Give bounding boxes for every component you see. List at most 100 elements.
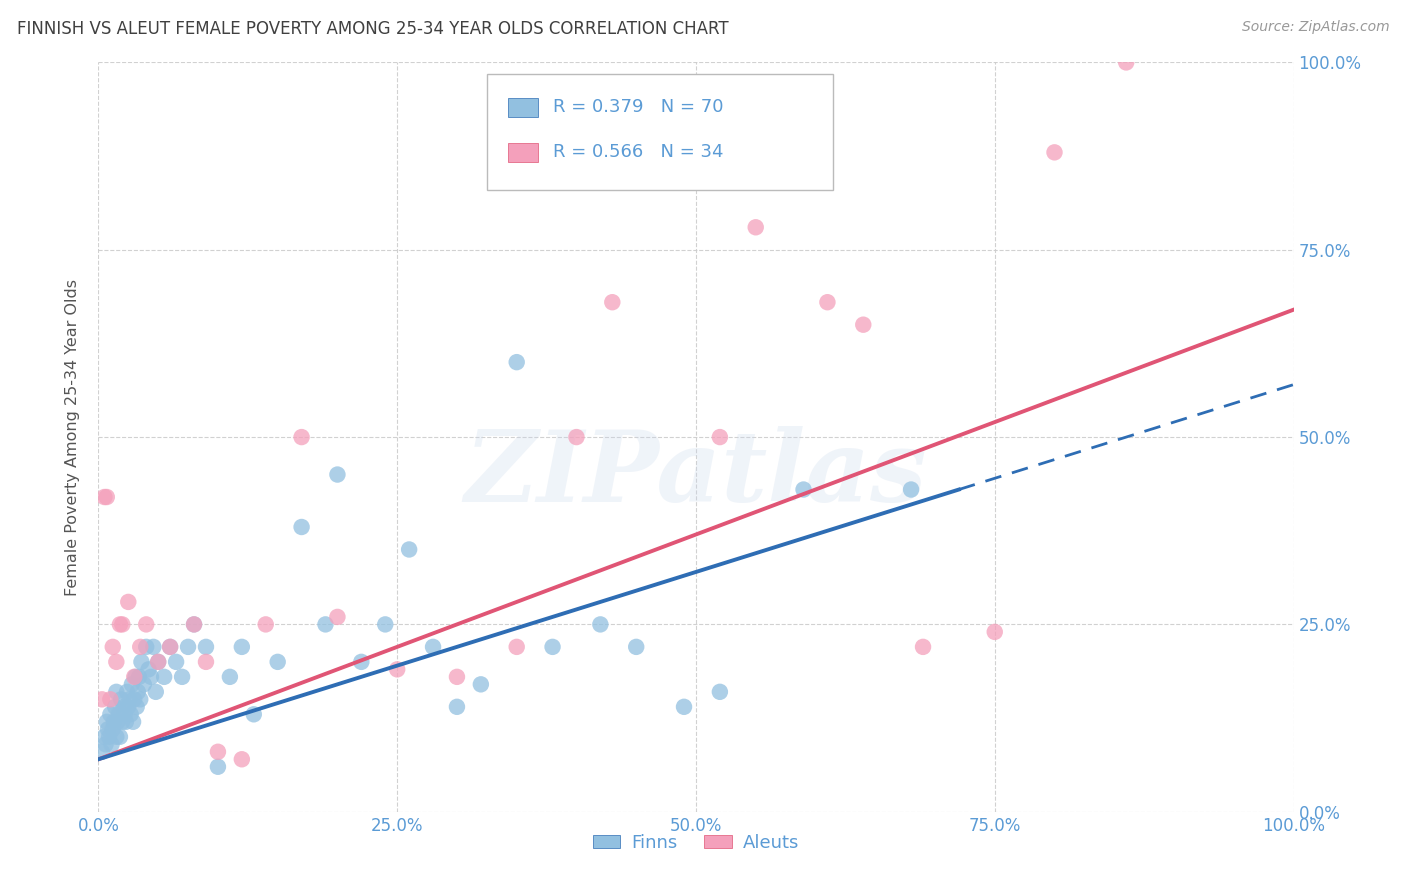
Point <box>195 640 218 654</box>
Point <box>183 617 205 632</box>
Point <box>159 640 181 654</box>
Point <box>231 640 253 654</box>
Point <box>132 677 155 691</box>
Point <box>115 714 138 729</box>
Point <box>120 707 142 722</box>
Point <box>91 692 114 706</box>
Point <box>315 617 337 632</box>
Point <box>104 699 127 714</box>
Point <box>195 655 218 669</box>
Text: R = 0.379   N = 70: R = 0.379 N = 70 <box>553 98 723 116</box>
Point <box>172 670 194 684</box>
Point <box>100 737 122 751</box>
Point <box>422 640 444 654</box>
Point <box>793 483 815 497</box>
Point <box>446 670 468 684</box>
Point <box>183 617 205 632</box>
Point <box>385 662 409 676</box>
Point <box>1043 145 1066 160</box>
Point <box>93 730 115 744</box>
Point <box>117 595 139 609</box>
Point <box>231 752 253 766</box>
Point <box>111 617 134 632</box>
Point <box>207 745 229 759</box>
Point <box>139 670 162 684</box>
Point <box>101 640 124 654</box>
Point <box>105 655 128 669</box>
Point <box>111 714 134 729</box>
Point <box>398 542 420 557</box>
Point <box>103 714 125 729</box>
Point <box>107 714 129 729</box>
Point <box>96 490 118 504</box>
Point <box>129 692 152 706</box>
Point <box>118 692 141 706</box>
Point <box>129 640 152 654</box>
Point <box>105 685 128 699</box>
Text: Source: ZipAtlas.com: Source: ZipAtlas.com <box>1241 20 1389 34</box>
Point <box>135 640 157 654</box>
Point <box>98 730 121 744</box>
Point <box>626 640 648 654</box>
Point <box>97 723 120 737</box>
Point <box>900 483 922 497</box>
Point <box>110 692 132 706</box>
Point <box>446 699 468 714</box>
Point <box>98 692 122 706</box>
Point <box>96 714 118 729</box>
Point <box>125 699 148 714</box>
Point <box>94 737 117 751</box>
FancyBboxPatch shape <box>509 98 538 117</box>
Point <box>374 617 396 632</box>
Point <box>1115 55 1137 70</box>
Point <box>138 662 160 676</box>
Point <box>98 707 122 722</box>
Point <box>148 655 170 669</box>
Point <box>291 520 314 534</box>
Point <box>114 707 136 722</box>
Text: FINNISH VS ALEUT FEMALE POVERTY AMONG 25-34 YEAR OLDS CORRELATION CHART: FINNISH VS ALEUT FEMALE POVERTY AMONG 25… <box>17 20 728 37</box>
Point <box>105 730 128 744</box>
Point <box>128 670 150 684</box>
Point <box>107 707 129 722</box>
Point <box>589 617 612 632</box>
Point <box>350 655 373 669</box>
Point <box>124 670 146 684</box>
Point <box>709 430 731 444</box>
Point <box>91 745 114 759</box>
Point <box>93 490 115 504</box>
Point <box>219 670 242 684</box>
Point <box>506 640 529 654</box>
Point <box>267 655 290 669</box>
Point <box>127 685 149 699</box>
Point <box>101 723 124 737</box>
Point <box>470 677 492 691</box>
Point <box>108 730 131 744</box>
Point <box>673 699 696 714</box>
Point <box>815 295 838 310</box>
Point <box>153 670 176 684</box>
FancyBboxPatch shape <box>486 74 834 190</box>
Point <box>148 655 170 669</box>
Point <box>117 699 139 714</box>
Point <box>326 610 349 624</box>
Text: ZIPatlas: ZIPatlas <box>465 426 927 523</box>
Point <box>177 640 200 654</box>
Point <box>709 685 731 699</box>
Point <box>124 670 146 684</box>
Legend: Finns, Aleuts: Finns, Aleuts <box>586 827 806 859</box>
Text: R = 0.566   N = 34: R = 0.566 N = 34 <box>553 144 723 161</box>
Point <box>326 467 349 482</box>
Point <box>207 760 229 774</box>
FancyBboxPatch shape <box>509 143 538 161</box>
Point <box>131 655 153 669</box>
Point <box>254 617 277 632</box>
Point <box>159 640 181 654</box>
Point <box>122 714 145 729</box>
Point <box>984 624 1007 639</box>
Point <box>124 692 146 706</box>
Point <box>135 617 157 632</box>
Point <box>121 677 143 691</box>
Point <box>506 355 529 369</box>
Point <box>145 685 167 699</box>
